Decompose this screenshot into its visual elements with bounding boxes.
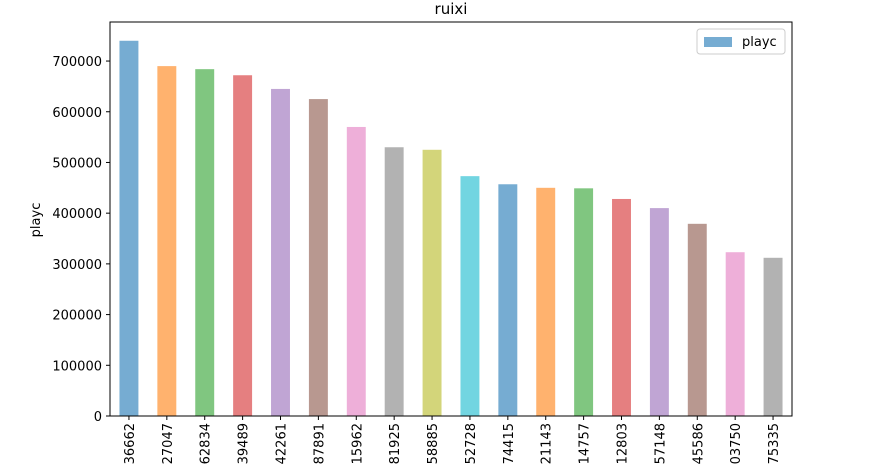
x-tick-label: 14757 [578,423,593,464]
y-tick-label: 600000 [52,106,102,121]
y-tick-label: 700000 [52,55,102,70]
bar [460,176,480,416]
y-tick-label: 0 [94,410,102,425]
legend-label: playc [742,35,777,50]
x-tick-label: 42261 [275,423,290,464]
bar [725,252,745,416]
y-axis-label: playc [29,203,44,238]
legend-box [696,28,786,55]
bar [612,198,631,416]
x-tick-label: 87891 [312,423,327,464]
x-tick-label: 39489 [237,423,252,464]
y-tick-label: 500000 [52,156,102,171]
bar [384,147,404,416]
bar [271,88,290,417]
bar [119,40,139,417]
bar [233,75,253,417]
x-tick-label: 27047 [161,423,176,464]
bar [346,126,366,417]
bar [763,257,783,416]
x-tick-label: 45586 [691,423,706,464]
bar [536,187,556,416]
bar [498,184,518,416]
x-tick-label: 75335 [767,423,782,464]
chart-title: ruixi [435,0,468,18]
x-tick-label: 03750 [729,423,744,464]
x-tick-label: 12803 [616,423,631,464]
y-tick-label: 400000 [52,207,102,222]
bar [422,149,442,416]
legend-swatch [704,37,732,47]
bar [574,188,594,416]
x-tick-label: 36662 [123,423,138,464]
bar [157,66,177,416]
x-tick-label: 52728 [464,423,479,464]
x-tick-label: 58885 [426,423,441,464]
axes-frame [109,21,793,417]
x-tick-label: 21143 [540,423,555,464]
y-tick-label: 300000 [52,258,102,273]
x-tick-label: 15962 [350,423,365,464]
bar [308,99,328,417]
x-tick-label: 57148 [653,423,668,464]
bar [687,223,707,416]
x-tick-label: 81925 [388,423,403,464]
x-tick-label: 74415 [502,423,517,464]
x-tick-label: 62834 [199,423,214,464]
y-tick-label: 100000 [52,359,102,374]
y-tick-label: 200000 [52,309,102,324]
bar [649,208,669,416]
bar [195,69,215,417]
